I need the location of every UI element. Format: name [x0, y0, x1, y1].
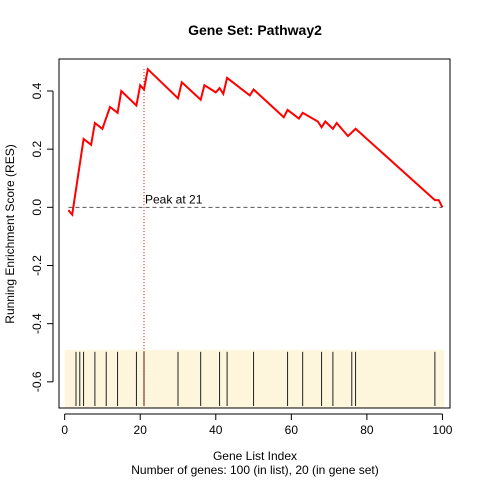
x-tick-label: 40 — [209, 423, 223, 437]
y-tick-label: -0.6 — [30, 371, 44, 392]
x-axis-label: Gene List Index — [213, 449, 297, 463]
y-tick-label: -0.4 — [30, 313, 44, 334]
plot-frame — [58, 58, 451, 409]
x-tick-label: 60 — [285, 423, 299, 437]
res-series-line — [67, 67, 444, 217]
peak-label: Peak at 21 — [145, 192, 203, 206]
y-tick-label: 0.0 — [30, 199, 44, 216]
chart-subtitle: Number of genes: 100 (in list), 20 (in g… — [131, 463, 378, 477]
y-tick-label: -0.2 — [30, 255, 44, 276]
x-tick-label: 80 — [360, 423, 374, 437]
x-tick-label: 20 — [134, 423, 148, 437]
gene-set-band — [64, 349, 445, 408]
x-tick-label: 0 — [61, 423, 68, 437]
chart-title: Gene Set: Pathway2 — [188, 22, 322, 38]
x-tick-label: 100 — [432, 423, 452, 437]
plot-area: Peak at 21 0 20 40 60 80 100 -0.6 -0.4 -0.2 0.0 0.2… — [30, 58, 453, 437]
y-axis-label: Running Enrichment Score (RES) — [3, 144, 17, 323]
y-tick-label: 0.2 — [30, 140, 44, 157]
y-tick-label: 0.4 — [30, 82, 44, 99]
